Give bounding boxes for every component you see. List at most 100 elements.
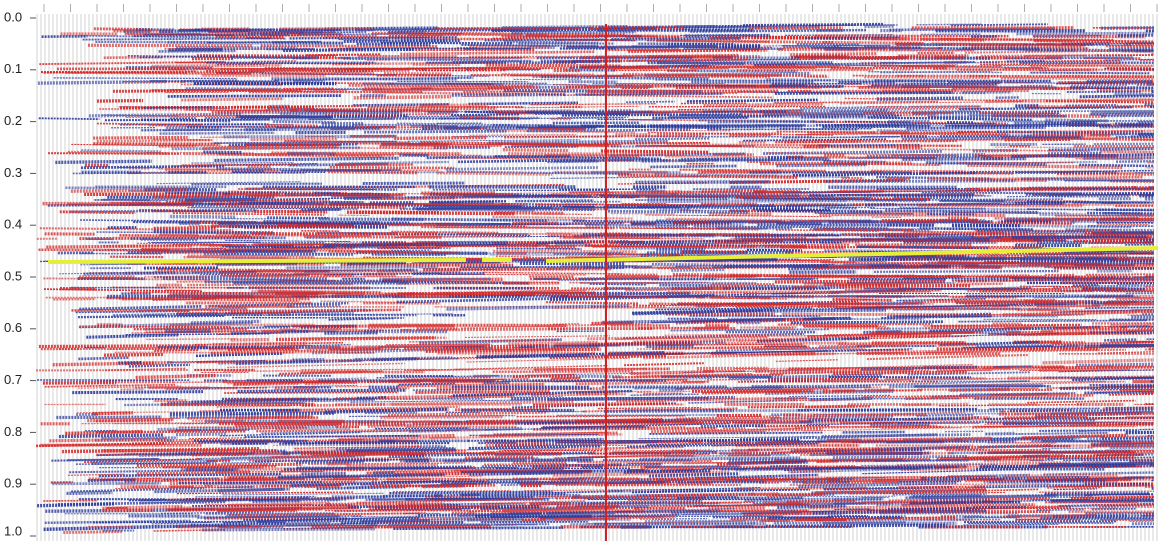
reflection — [191, 163, 294, 164]
reflection — [267, 218, 328, 219]
reflection — [394, 528, 564, 529]
reflection — [766, 525, 946, 526]
reflection — [512, 32, 636, 33]
reflection — [777, 506, 846, 508]
reflection — [650, 166, 736, 167]
reflection — [881, 133, 1008, 134]
reflection — [899, 487, 985, 488]
y-tick-label: 0.4 — [4, 217, 22, 232]
reflection — [887, 224, 935, 225]
reflection — [775, 281, 945, 282]
reflection — [88, 45, 252, 46]
y-tick-label: 0.0 — [4, 9, 22, 24]
reflection — [234, 106, 363, 107]
reflection — [553, 324, 579, 325]
reflection — [989, 388, 1039, 389]
reflection — [296, 462, 364, 463]
reflection — [791, 322, 944, 323]
reflection — [253, 244, 339, 245]
reflection — [546, 302, 638, 303]
reflection — [446, 168, 598, 170]
reflection — [379, 294, 423, 295]
reflection — [846, 65, 957, 66]
reflection — [888, 508, 969, 509]
reflection — [48, 153, 181, 154]
reflection — [1086, 307, 1154, 308]
reflection — [513, 375, 575, 377]
y-tick-label: 0.1 — [4, 61, 22, 76]
reflection — [185, 72, 254, 73]
reflection — [496, 248, 581, 249]
reflection — [1033, 36, 1102, 37]
reflection — [1066, 105, 1117, 106]
reflection — [170, 413, 334, 414]
reflection — [421, 227, 614, 228]
reflection — [775, 141, 956, 142]
reflection — [389, 492, 552, 494]
reflection — [1104, 303, 1154, 304]
reflection — [285, 442, 395, 443]
reflection — [46, 246, 191, 247]
reflection — [216, 37, 284, 38]
reflection — [1052, 343, 1154, 344]
reflection — [400, 208, 553, 209]
reflection — [451, 114, 519, 115]
reflection — [1110, 181, 1154, 182]
reflection — [1003, 515, 1095, 517]
reflection — [551, 307, 715, 308]
reflection — [658, 63, 744, 64]
reflection — [1110, 447, 1154, 448]
reflection — [1046, 57, 1132, 58]
reflection — [488, 479, 538, 480]
reflection — [701, 425, 765, 426]
reflection — [574, 236, 716, 237]
reflection — [235, 424, 405, 425]
reflection — [212, 111, 299, 112]
reflection — [423, 269, 611, 270]
reflection — [483, 382, 509, 383]
reflection — [78, 358, 129, 359]
reflection — [394, 137, 487, 138]
reflection — [1086, 418, 1154, 419]
reflection — [39, 118, 100, 119]
reflection — [424, 206, 595, 207]
reflection — [1073, 285, 1098, 286]
reflection — [787, 501, 856, 502]
reflection — [110, 202, 160, 203]
reflection — [576, 419, 663, 421]
y-tick-label: 0.7 — [4, 372, 22, 387]
reflection — [598, 408, 701, 409]
reflection — [1046, 101, 1154, 102]
reflection — [576, 382, 704, 384]
reflection — [680, 170, 826, 171]
page: 0.00.10.20.30.40.50.60.70.80.91.0 (() =>… — [0, 0, 1172, 541]
reflection — [362, 89, 512, 90]
seismic-section: 0.00.10.20.30.40.50.60.70.80.91.0 — [0, 0, 1172, 541]
reflection — [129, 365, 190, 367]
reflection — [656, 344, 802, 345]
reflection — [471, 75, 634, 76]
reflection — [176, 434, 227, 435]
reflection — [601, 151, 709, 152]
reflection — [379, 145, 501, 146]
reflection — [485, 39, 607, 40]
reflection — [667, 145, 830, 146]
reflection — [324, 243, 508, 245]
reflection — [251, 139, 338, 140]
reflection — [204, 483, 376, 484]
reflection — [530, 278, 658, 279]
reflection — [749, 494, 779, 495]
reflection — [1042, 448, 1093, 449]
reflection — [1086, 274, 1154, 275]
reflection — [83, 38, 271, 39]
reflection — [990, 408, 1101, 409]
reflection — [900, 208, 986, 209]
reflection — [941, 200, 1005, 201]
y-tick-label: 0.9 — [4, 476, 22, 491]
reflection — [666, 157, 770, 158]
reflection — [964, 521, 1117, 522]
reflection — [59, 435, 164, 437]
reflection — [1092, 509, 1136, 510]
reflection — [368, 328, 400, 329]
y-tick-label: 0.6 — [4, 320, 22, 335]
